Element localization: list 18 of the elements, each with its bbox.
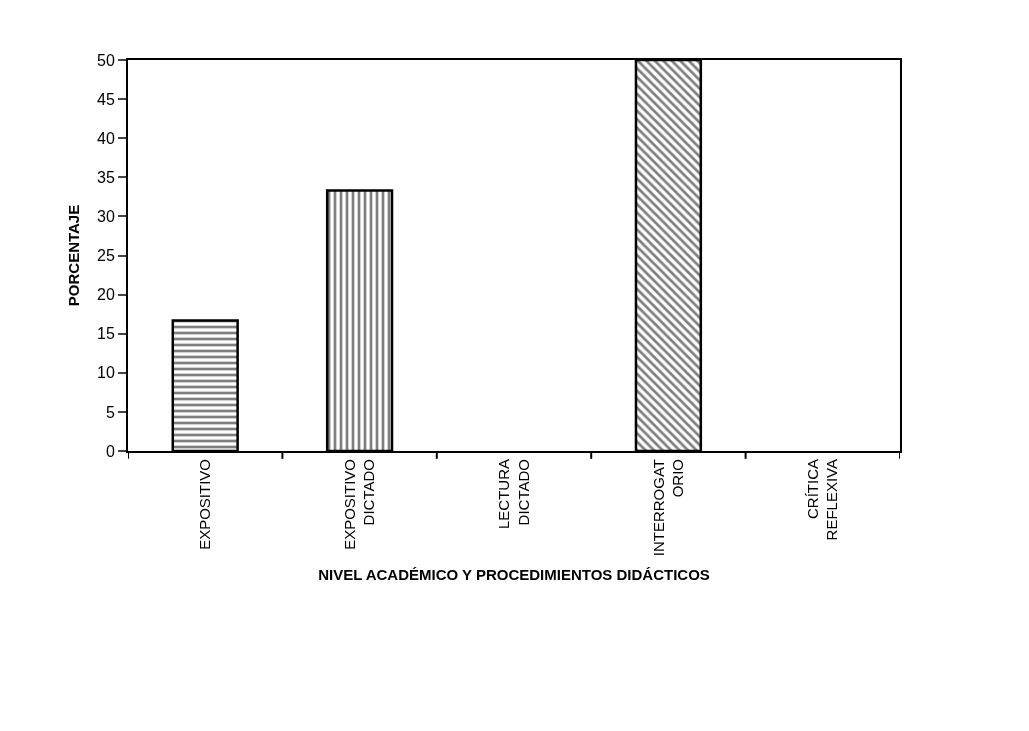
x-tick-label: EXPOSITIVO: [196, 459, 214, 550]
x-axis-title: NIVEL ACADÉMICO Y PROCEDIMIENTOS DIDÁCTICOS: [318, 565, 710, 583]
y-tick-label: 40: [97, 129, 115, 147]
y-tick-label: 20: [97, 286, 115, 304]
x-tick-label: EXPOSITIVO DICTADO: [340, 459, 378, 550]
x-tick-label: LECTURA DICTADO: [495, 459, 532, 530]
y-tick-label: 30: [97, 208, 115, 225]
y-tick-label: 45: [97, 90, 115, 108]
y-tick-label: 10: [97, 364, 115, 382]
y-tick-label: 15: [97, 325, 115, 343]
y-tick-label: 50: [97, 51, 115, 69]
y-tick-label: 35: [97, 168, 115, 186]
y-tick-label: 25: [97, 247, 115, 265]
y-axis-title: PORCENTAJE: [64, 204, 82, 307]
x-tick-label: INTERROGAT ORIO: [649, 459, 687, 557]
x-tick-label: CRÍTICA REFLEXIVA: [803, 459, 841, 541]
y-tick-label: 5: [105, 403, 115, 421]
y-tick-label: 0: [105, 442, 115, 460]
